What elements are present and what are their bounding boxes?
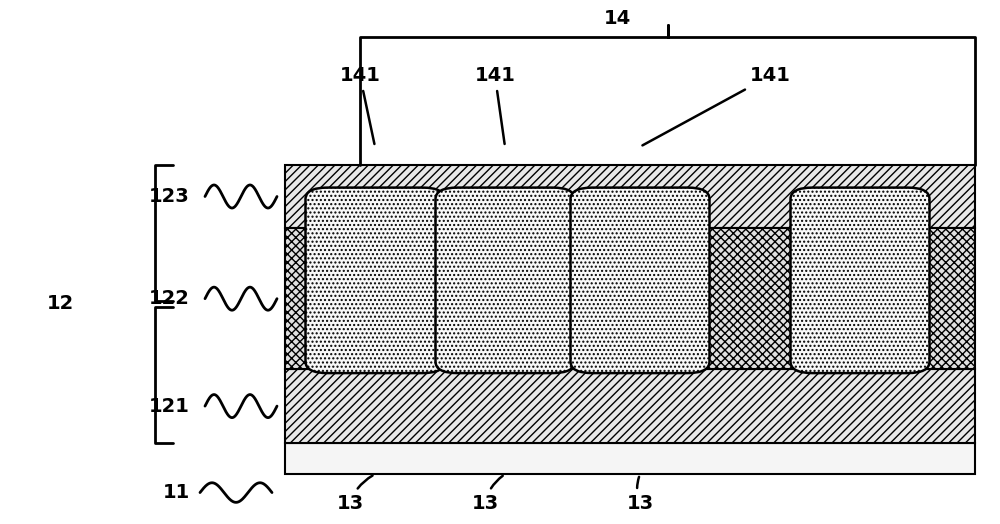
Bar bbox=[285, 443, 975, 474]
FancyBboxPatch shape bbox=[570, 188, 710, 373]
Text: 13: 13 bbox=[336, 476, 373, 512]
Text: 13: 13 bbox=[626, 477, 654, 512]
Bar bbox=[285, 369, 975, 443]
Bar bbox=[285, 165, 975, 228]
Text: 12: 12 bbox=[46, 294, 74, 313]
FancyBboxPatch shape bbox=[436, 188, 574, 373]
Text: 141: 141 bbox=[340, 67, 380, 144]
Text: 122: 122 bbox=[149, 289, 190, 308]
Text: 123: 123 bbox=[149, 187, 190, 206]
Text: 141: 141 bbox=[475, 67, 515, 144]
FancyBboxPatch shape bbox=[306, 188, 444, 373]
Text: 141: 141 bbox=[642, 67, 790, 145]
Text: 121: 121 bbox=[149, 397, 190, 416]
Text: 11: 11 bbox=[163, 483, 190, 502]
Text: 14: 14 bbox=[603, 9, 631, 28]
Text: 13: 13 bbox=[471, 476, 503, 512]
Bar bbox=[285, 228, 975, 369]
FancyBboxPatch shape bbox=[790, 188, 930, 373]
